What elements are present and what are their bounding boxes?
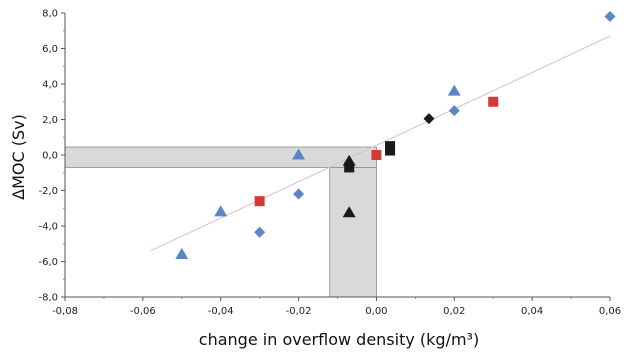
fit-line <box>150 35 611 252</box>
shaded-region-group <box>64 146 377 298</box>
x-tick-label: 0,02 <box>443 306 465 317</box>
point-black-square <box>385 141 396 152</box>
point-red-square <box>254 196 265 207</box>
point-blue-diamond <box>293 188 305 200</box>
y-tick-label: 6,0 <box>42 44 58 55</box>
x-tick-label: 0,04 <box>521 306 543 317</box>
fit-line-group <box>150 35 611 252</box>
point-blue-triangle <box>214 205 228 217</box>
point-blue-triangle <box>175 247 189 259</box>
x-tick-label: -0,06 <box>130 306 156 317</box>
shaded-region-0 <box>64 146 377 168</box>
x-axis-title: change in overflow density (kg/m³) <box>199 330 479 349</box>
point-red-square <box>488 96 499 107</box>
y-tick-label: 0,0 <box>42 151 58 162</box>
y-tick-label: 2,0 <box>42 115 58 126</box>
points-group <box>175 11 616 259</box>
tick-group: 8,0 6,0 4,0 2,0 0,0 -2,0 -4,0 -6,0 -8,0 -0,08 -0,0… <box>38 9 621 318</box>
point-black-square <box>344 162 355 173</box>
shaded-region-1 <box>329 167 377 298</box>
point-red-square <box>371 150 382 160</box>
y-axis-title: ΔMOC (Sv) <box>9 114 28 200</box>
x-tick-label: 0,00 <box>365 306 387 317</box>
x-tick-label: -0,08 <box>52 306 78 317</box>
point-black-diamond <box>423 113 435 125</box>
y-tick-label: -8,0 <box>38 293 58 304</box>
y-tick-label: 8,0 <box>42 9 58 20</box>
point-black-triangle <box>342 206 356 218</box>
x-tick-label: 0,06 <box>599 306 621 317</box>
x-tick-label: -0,04 <box>208 306 234 317</box>
point-blue-triangle <box>292 148 306 160</box>
point-blue-diamond <box>604 11 616 23</box>
x-tick-label: -0,02 <box>286 306 312 317</box>
point-blue-triangle <box>447 84 461 96</box>
y-tick-label: -2,0 <box>38 186 58 197</box>
point-blue-diamond <box>254 226 266 238</box>
y-tick-label: 4,0 <box>42 80 58 91</box>
y-tick-label: -4,0 <box>38 222 58 233</box>
point-blue-diamond <box>448 105 460 117</box>
y-tick-label: -6,0 <box>38 257 58 268</box>
